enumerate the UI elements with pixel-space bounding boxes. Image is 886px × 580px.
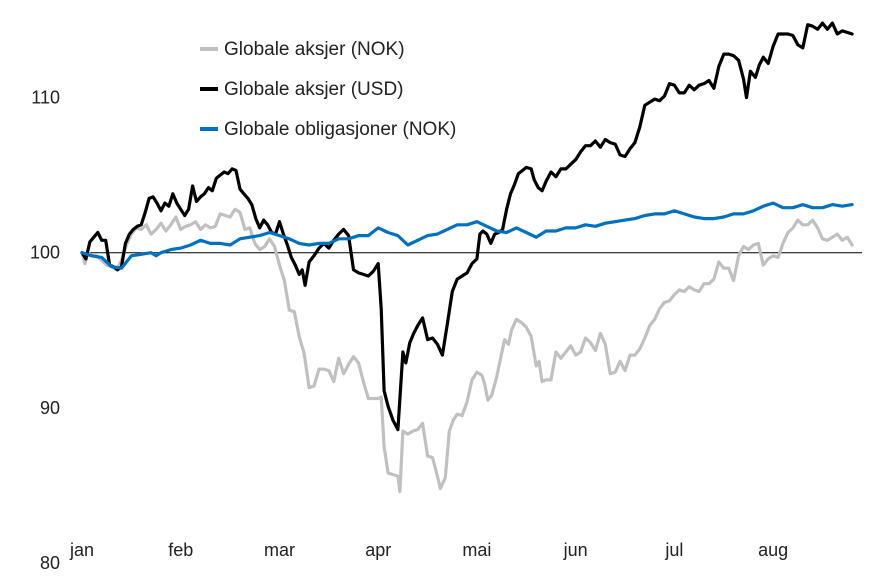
- x-tick-label-0: jan: [69, 540, 94, 560]
- x-tick-label-2: mar: [264, 540, 295, 560]
- x-tick-label-6: jul: [664, 540, 683, 560]
- legend-label-bonds: Globale obligasjoner (NOK): [224, 119, 456, 140]
- legend-label-usd-equity: Globale aksjer (USD): [224, 79, 404, 100]
- x-tick-label-5: jun: [563, 540, 588, 560]
- x-tick-label-1: feb: [168, 540, 193, 560]
- x-tick-label-3: apr: [365, 540, 391, 560]
- y-tick-label-2: 110: [31, 88, 60, 108]
- y-tick-label-0: 80: [40, 553, 60, 573]
- legend: Globale aksjer (NOK) Globale aksjer (USD…: [200, 39, 456, 140]
- x-tick-label-4: mai: [462, 540, 491, 560]
- legend-item-nok-equity: Globale aksjer (NOK): [200, 39, 405, 60]
- series-lines: [80, 21, 854, 494]
- y-axis-ticks: 80 90 110 100: [30, 88, 60, 573]
- x-axis-ticks: jan feb mar apr mai jun jul aug: [69, 540, 788, 560]
- y-tick-label-1: 90: [40, 398, 60, 418]
- legend-item-bonds: Globale obligasjoner (NOK): [200, 119, 456, 140]
- legend-label-nok-equity: Globale aksjer (NOK): [224, 39, 405, 60]
- x-tick-label-7: aug: [758, 540, 788, 560]
- series-line-usd-equity: [80, 21, 854, 432]
- series-line-bonds: [80, 201, 854, 270]
- y-tick-label-3: 100: [30, 243, 60, 263]
- legend-item-usd-equity: Globale aksjer (USD): [200, 79, 404, 100]
- series-line-nok-equity: [80, 207, 854, 494]
